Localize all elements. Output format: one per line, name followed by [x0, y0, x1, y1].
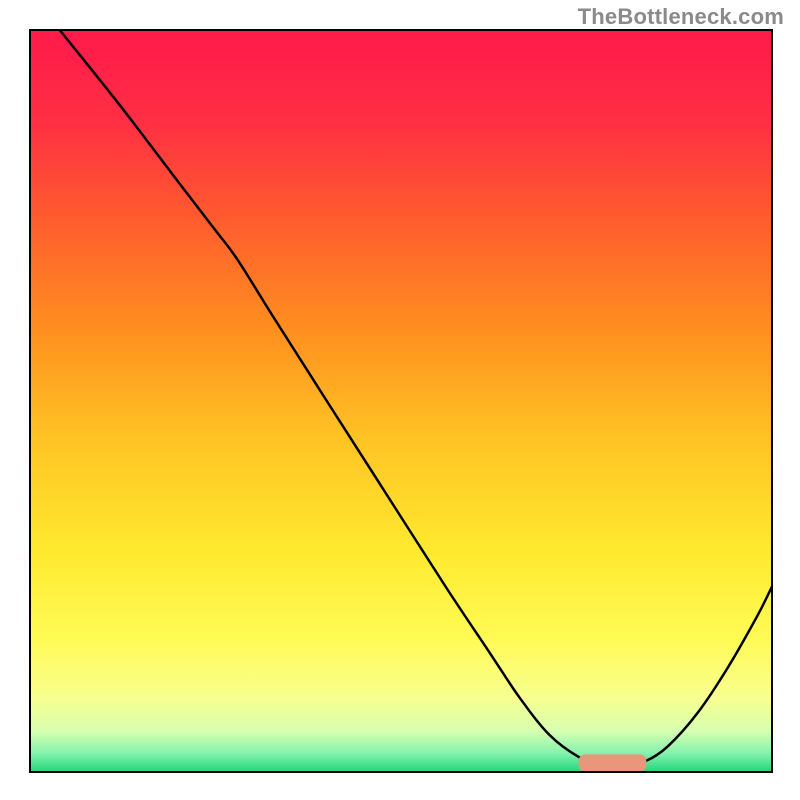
gradient-background	[30, 30, 772, 772]
chart-root: TheBottleneck.com	[0, 0, 800, 800]
bottleneck-chart	[0, 0, 800, 800]
optimal-marker	[579, 755, 646, 771]
